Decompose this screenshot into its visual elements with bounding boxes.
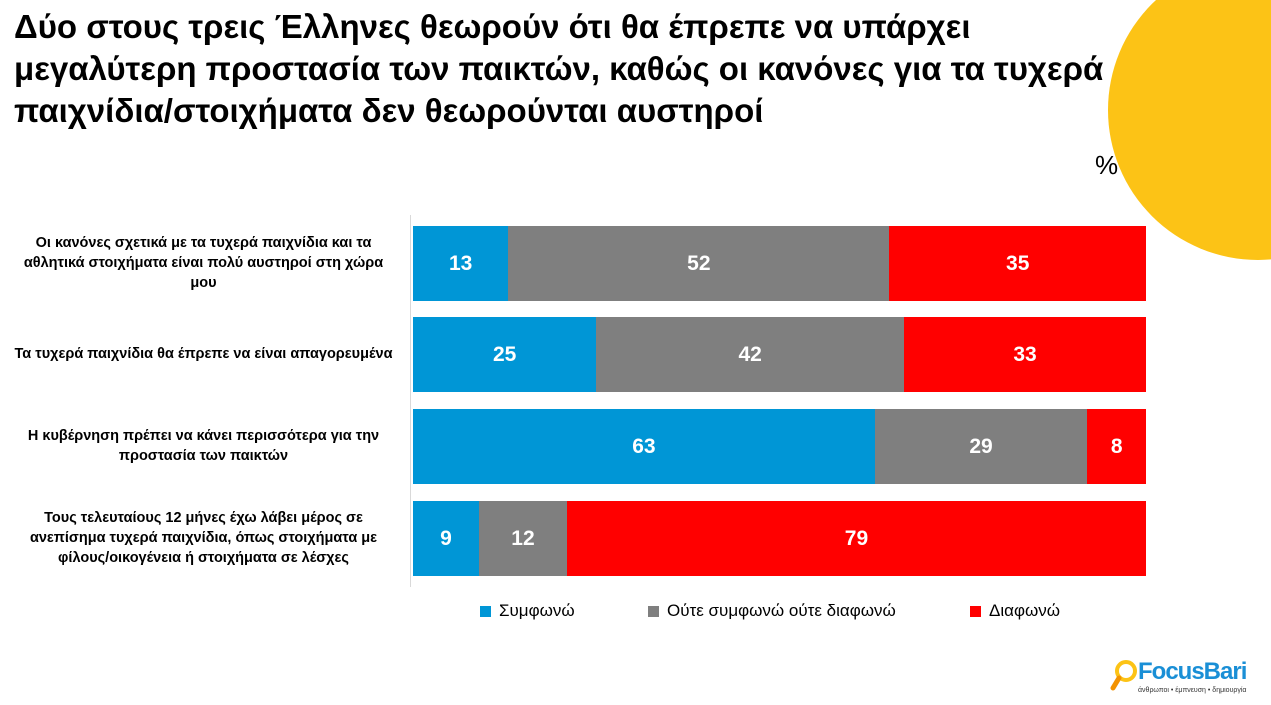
data-label: 8: [1110, 434, 1123, 458]
bar-segment: 63: [413, 409, 875, 484]
legend-label: Ούτε συμφωνώ ούτε διαφωνώ: [667, 601, 896, 620]
data-label: 52: [687, 251, 711, 275]
data-label: 79: [844, 526, 869, 550]
category-label: Τα τυχερά παιχνίδια θα έπρεπε να είναι α…: [14, 346, 393, 362]
data-label: 9: [440, 526, 452, 550]
decorative-yellow-circle: [1108, 0, 1271, 260]
bar-segment: 12: [478, 501, 567, 576]
category-axis-line: [410, 215, 411, 587]
category-label: Τους τελευταίους 12 μήνες έχω λάβει μέρο…: [29, 510, 378, 566]
legend-label: Διαφωνώ: [989, 601, 1061, 620]
bar-segment: 13: [413, 226, 509, 301]
legend: Συμφωνώ Ούτε συμφωνώ ούτε διαφωνώ Διαφωνώ: [0, 601, 1200, 625]
legend-item: Συμφωνώ: [480, 601, 575, 621]
bar-segment: 25: [413, 317, 597, 392]
data-label: 33: [1013, 342, 1037, 366]
bar-segment: 42: [596, 317, 905, 392]
data-label: 63: [632, 434, 656, 458]
bar-segment: 79: [566, 501, 1146, 576]
category-label: Οι κανόνες σχετικά με τα τυχερά παιχνίδι…: [23, 235, 384, 291]
unit-label: %: [1095, 150, 1119, 180]
bar-segment: 8: [1087, 409, 1146, 484]
bar-segment: 35: [889, 226, 1146, 301]
legend-item: Διαφωνώ: [970, 601, 1060, 621]
legend-swatch: [480, 605, 491, 617]
bar-segment: 29: [874, 409, 1088, 484]
data-label: 42: [738, 342, 762, 366]
bar-segment: 9: [413, 501, 479, 576]
logo-brand: FocusBari: [1138, 658, 1247, 685]
legend-item: Ούτε συμφωνώ ούτε διαφωνώ: [648, 601, 896, 621]
legend-label: Συμφωνώ: [499, 601, 575, 620]
legend-swatch: [970, 605, 981, 617]
category-label: Η κυβέρνηση πρέπει να κάνει περισσότερα …: [27, 428, 380, 464]
magnifier-icon: [1110, 660, 1137, 691]
data-label: 35: [1006, 251, 1030, 275]
data-label: 29: [969, 434, 993, 458]
bar-segment: 33: [904, 317, 1146, 392]
logo-tagline: άνθρωποι • έμπνευση • δημιουργία: [1138, 687, 1247, 694]
data-label: 13: [448, 251, 473, 275]
chart-title: Δύο στους τρεις Έλληνες θεωρούν ότι θα έ…: [14, 8, 1104, 129]
data-label: 25: [492, 342, 517, 366]
focusbari-logo: FocusBari άνθρωποι • έμπνευση • δημιουργ…: [1110, 658, 1265, 698]
bar-segment: 52: [508, 226, 890, 301]
data-label: 12: [511, 526, 535, 550]
legend-swatch: [648, 605, 659, 617]
